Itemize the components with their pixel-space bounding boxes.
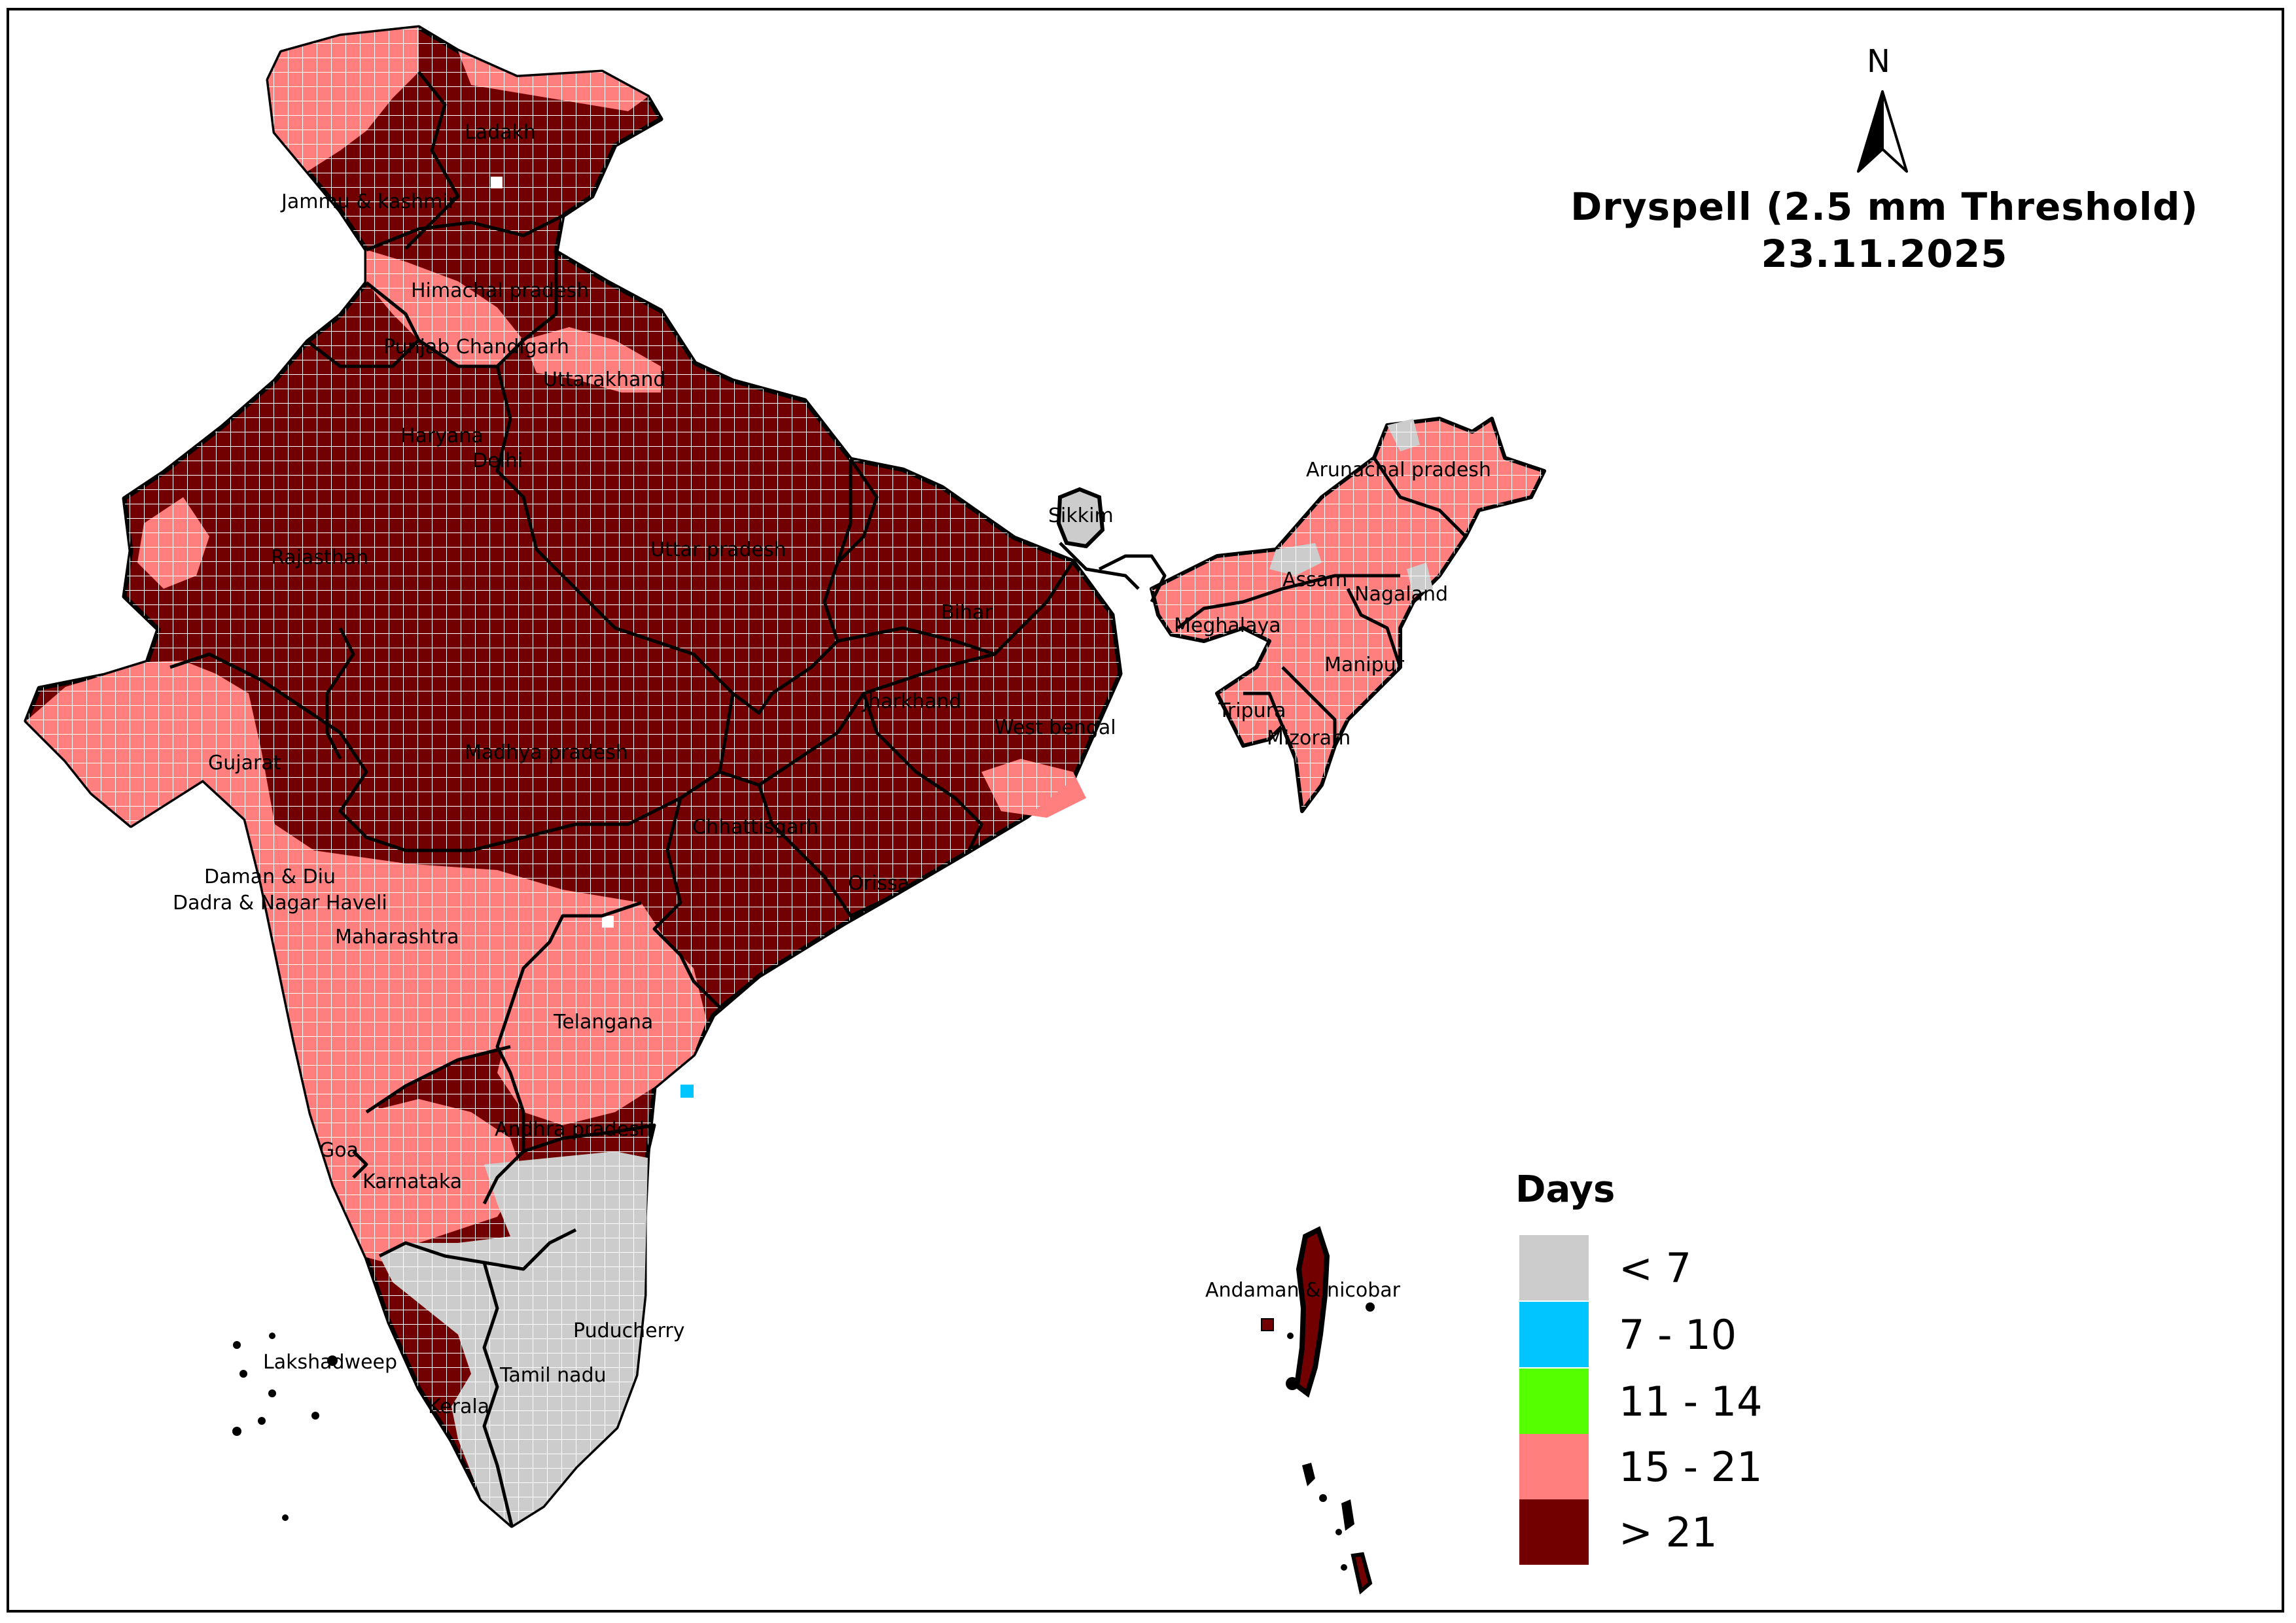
legend-item: < 7 — [1519, 1235, 1860, 1302]
label-maharashtra: Maharashtra — [335, 926, 459, 949]
label-orissa: Orissa — [848, 872, 910, 895]
label-sikkim: Sikkim — [1048, 504, 1114, 527]
label-jharkhand: Jharkhand — [861, 690, 961, 713]
label-karnataka: Karnataka — [362, 1170, 462, 1193]
state-boundaries — [169, 71, 1467, 1526]
label-mizoram: Mizoram — [1267, 727, 1351, 750]
label-rajasthan: Rajasthan — [271, 546, 368, 569]
label-chhattisgarh: Chhattisgarh — [692, 816, 819, 839]
legend-item: 11 - 14 — [1519, 1369, 1860, 1435]
state-labels: Ladakh Jammu & kashmir Himachal pradesh … — [173, 121, 1491, 1418]
label-himachal: Himachal pradesh — [411, 279, 589, 302]
label-gujarat: Gujarat — [208, 752, 281, 775]
label-delhi: Delhi — [472, 449, 523, 472]
legend-swatch — [1519, 1369, 1589, 1434]
legend-label: 11 - 14 — [1619, 1378, 1763, 1425]
label-jammu-kashmir: Jammu & kashmir — [280, 190, 457, 213]
andaman-nicobar-islands — [1261, 1226, 1375, 1595]
label-tamil-nadu: Tamil nadu — [499, 1364, 607, 1387]
map-frame — [7, 8, 2284, 1613]
legend-label: > 21 — [1619, 1509, 1718, 1556]
legend-item: 15 - 21 — [1519, 1434, 1860, 1501]
legend-swatch — [1519, 1499, 1589, 1565]
legend-swatch — [1519, 1235, 1589, 1300]
legend-swatch — [1519, 1302, 1589, 1367]
north-arrow-icon — [1857, 90, 1908, 173]
label-west-bengal: West bengal — [995, 716, 1116, 739]
legend-label: < 7 — [1619, 1244, 1692, 1292]
legend-title: Days — [1515, 1168, 1616, 1211]
label-uttar-pradesh: Uttar pradesh — [650, 538, 786, 561]
legend-label: 15 - 21 — [1619, 1443, 1763, 1491]
map-title: Dryspell (2.5 mm Threshold) — [1570, 184, 2199, 229]
label-andhra: Andhra pradesh — [495, 1118, 652, 1141]
label-puducherry: Puducherry — [573, 1319, 685, 1342]
label-manipur: Manipur — [1324, 654, 1405, 676]
label-ladakh: Ladakh — [465, 121, 536, 144]
label-tripura: Tripura — [1218, 699, 1286, 722]
label-lakshadweep: Lakshadweep — [263, 1351, 397, 1374]
label-assam: Assam — [1282, 568, 1347, 591]
label-uttarakhand: Uttarakhand — [543, 368, 665, 391]
label-punjab: Punjab Chandigarh — [383, 336, 569, 358]
lakshadweep-islands — [232, 1333, 338, 1521]
label-arunachal: Arunachal pradesh — [1306, 459, 1491, 481]
north-label: N — [1867, 43, 1890, 80]
label-haryana: Haryana — [400, 425, 484, 447]
sikkim-region — [1056, 487, 1105, 549]
zone-blue-cell — [680, 1085, 694, 1098]
grid-overlay-mainland — [26, 27, 1120, 1526]
legend-item: 7 - 10 — [1519, 1302, 1860, 1369]
label-telangana: Telangana — [553, 1011, 653, 1034]
map-date: 23.11.2025 — [1761, 232, 2008, 276]
label-bihar: Bihar — [941, 601, 993, 624]
label-dadra: Dadra & Nagar Haveli — [173, 892, 387, 915]
label-goa: Goa — [319, 1139, 359, 1162]
legend-item: > 21 — [1519, 1499, 1860, 1566]
label-daman-diu: Daman & Diu — [204, 865, 336, 888]
label-nagaland: Nagaland — [1354, 583, 1448, 606]
legend-label: 7 - 10 — [1619, 1311, 1737, 1359]
label-madhya-pradesh: Madhya pradesh — [465, 741, 628, 764]
label-kerala: Kerala — [428, 1395, 489, 1418]
label-andaman: Andaman & nicobar — [1205, 1279, 1401, 1302]
label-meghalaya: Meghalaya — [1174, 614, 1281, 637]
legend-swatch — [1519, 1434, 1589, 1499]
